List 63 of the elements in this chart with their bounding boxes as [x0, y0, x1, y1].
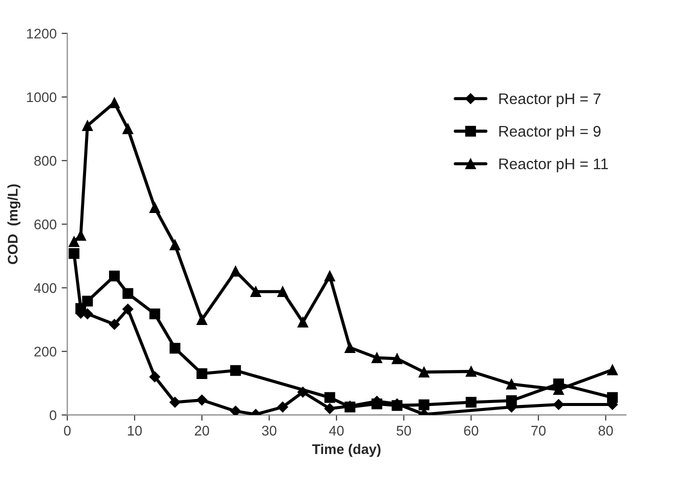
point — [607, 364, 618, 376]
point — [82, 296, 93, 307]
point — [324, 270, 336, 282]
point — [108, 318, 120, 330]
point — [392, 353, 402, 364]
legend-label: Reactor pH = 9 — [499, 126, 601, 140]
y-axis-title: COD (mg/L) — [7, 184, 20, 264]
point — [68, 236, 80, 248]
point — [122, 304, 134, 315]
point — [466, 366, 476, 377]
point — [68, 248, 80, 259]
point — [553, 378, 564, 390]
x-axis-title: Time (day) — [312, 444, 381, 457]
point — [82, 308, 93, 320]
point — [122, 123, 134, 134]
point — [506, 378, 517, 390]
point — [170, 342, 180, 354]
x-tick-label: 70 — [531, 426, 546, 436]
point — [277, 402, 288, 412]
x-tick-label: 60 — [464, 426, 478, 436]
point — [230, 365, 241, 376]
y-tick-label: 200 — [34, 346, 56, 357]
point — [122, 288, 134, 299]
y-tick-label: 0 — [50, 410, 56, 420]
point — [344, 342, 356, 353]
point — [324, 392, 336, 403]
point — [170, 396, 180, 408]
point — [149, 308, 160, 320]
point — [196, 394, 208, 406]
point — [109, 270, 120, 282]
point — [553, 399, 564, 410]
y-tick-label: 1200 — [27, 28, 56, 39]
y-tick-label: 400 — [34, 283, 56, 293]
y-tick-label: 800 — [34, 156, 56, 166]
x-tick-label: 40 — [329, 426, 344, 436]
point — [418, 399, 430, 410]
point — [230, 266, 241, 277]
point — [82, 120, 93, 131]
point — [418, 366, 430, 378]
x-tick-label: 30 — [262, 426, 276, 436]
x-tick-label: 10 — [128, 426, 142, 436]
point — [109, 97, 120, 108]
point — [324, 403, 336, 414]
point — [149, 371, 160, 382]
point — [230, 406, 241, 415]
point — [466, 396, 476, 408]
y-tick-label: 600 — [34, 220, 56, 230]
point — [277, 286, 288, 297]
point — [250, 286, 262, 297]
x-tick-label: 20 — [194, 426, 210, 436]
point — [149, 202, 160, 214]
y-tick-label: 1000 — [27, 92, 56, 102]
point — [170, 239, 180, 250]
x-tick-label: 80 — [598, 426, 613, 436]
legend-label: Reactor pH = 11 — [499, 158, 608, 172]
x-tick-label: 0 — [64, 426, 71, 436]
point — [372, 352, 382, 364]
x-tick-label: 50 — [396, 426, 411, 436]
point — [196, 314, 208, 325]
point — [297, 316, 308, 328]
point — [297, 386, 308, 398]
legend-label: Reactor pH = 7 — [499, 93, 600, 108]
point — [196, 368, 208, 380]
